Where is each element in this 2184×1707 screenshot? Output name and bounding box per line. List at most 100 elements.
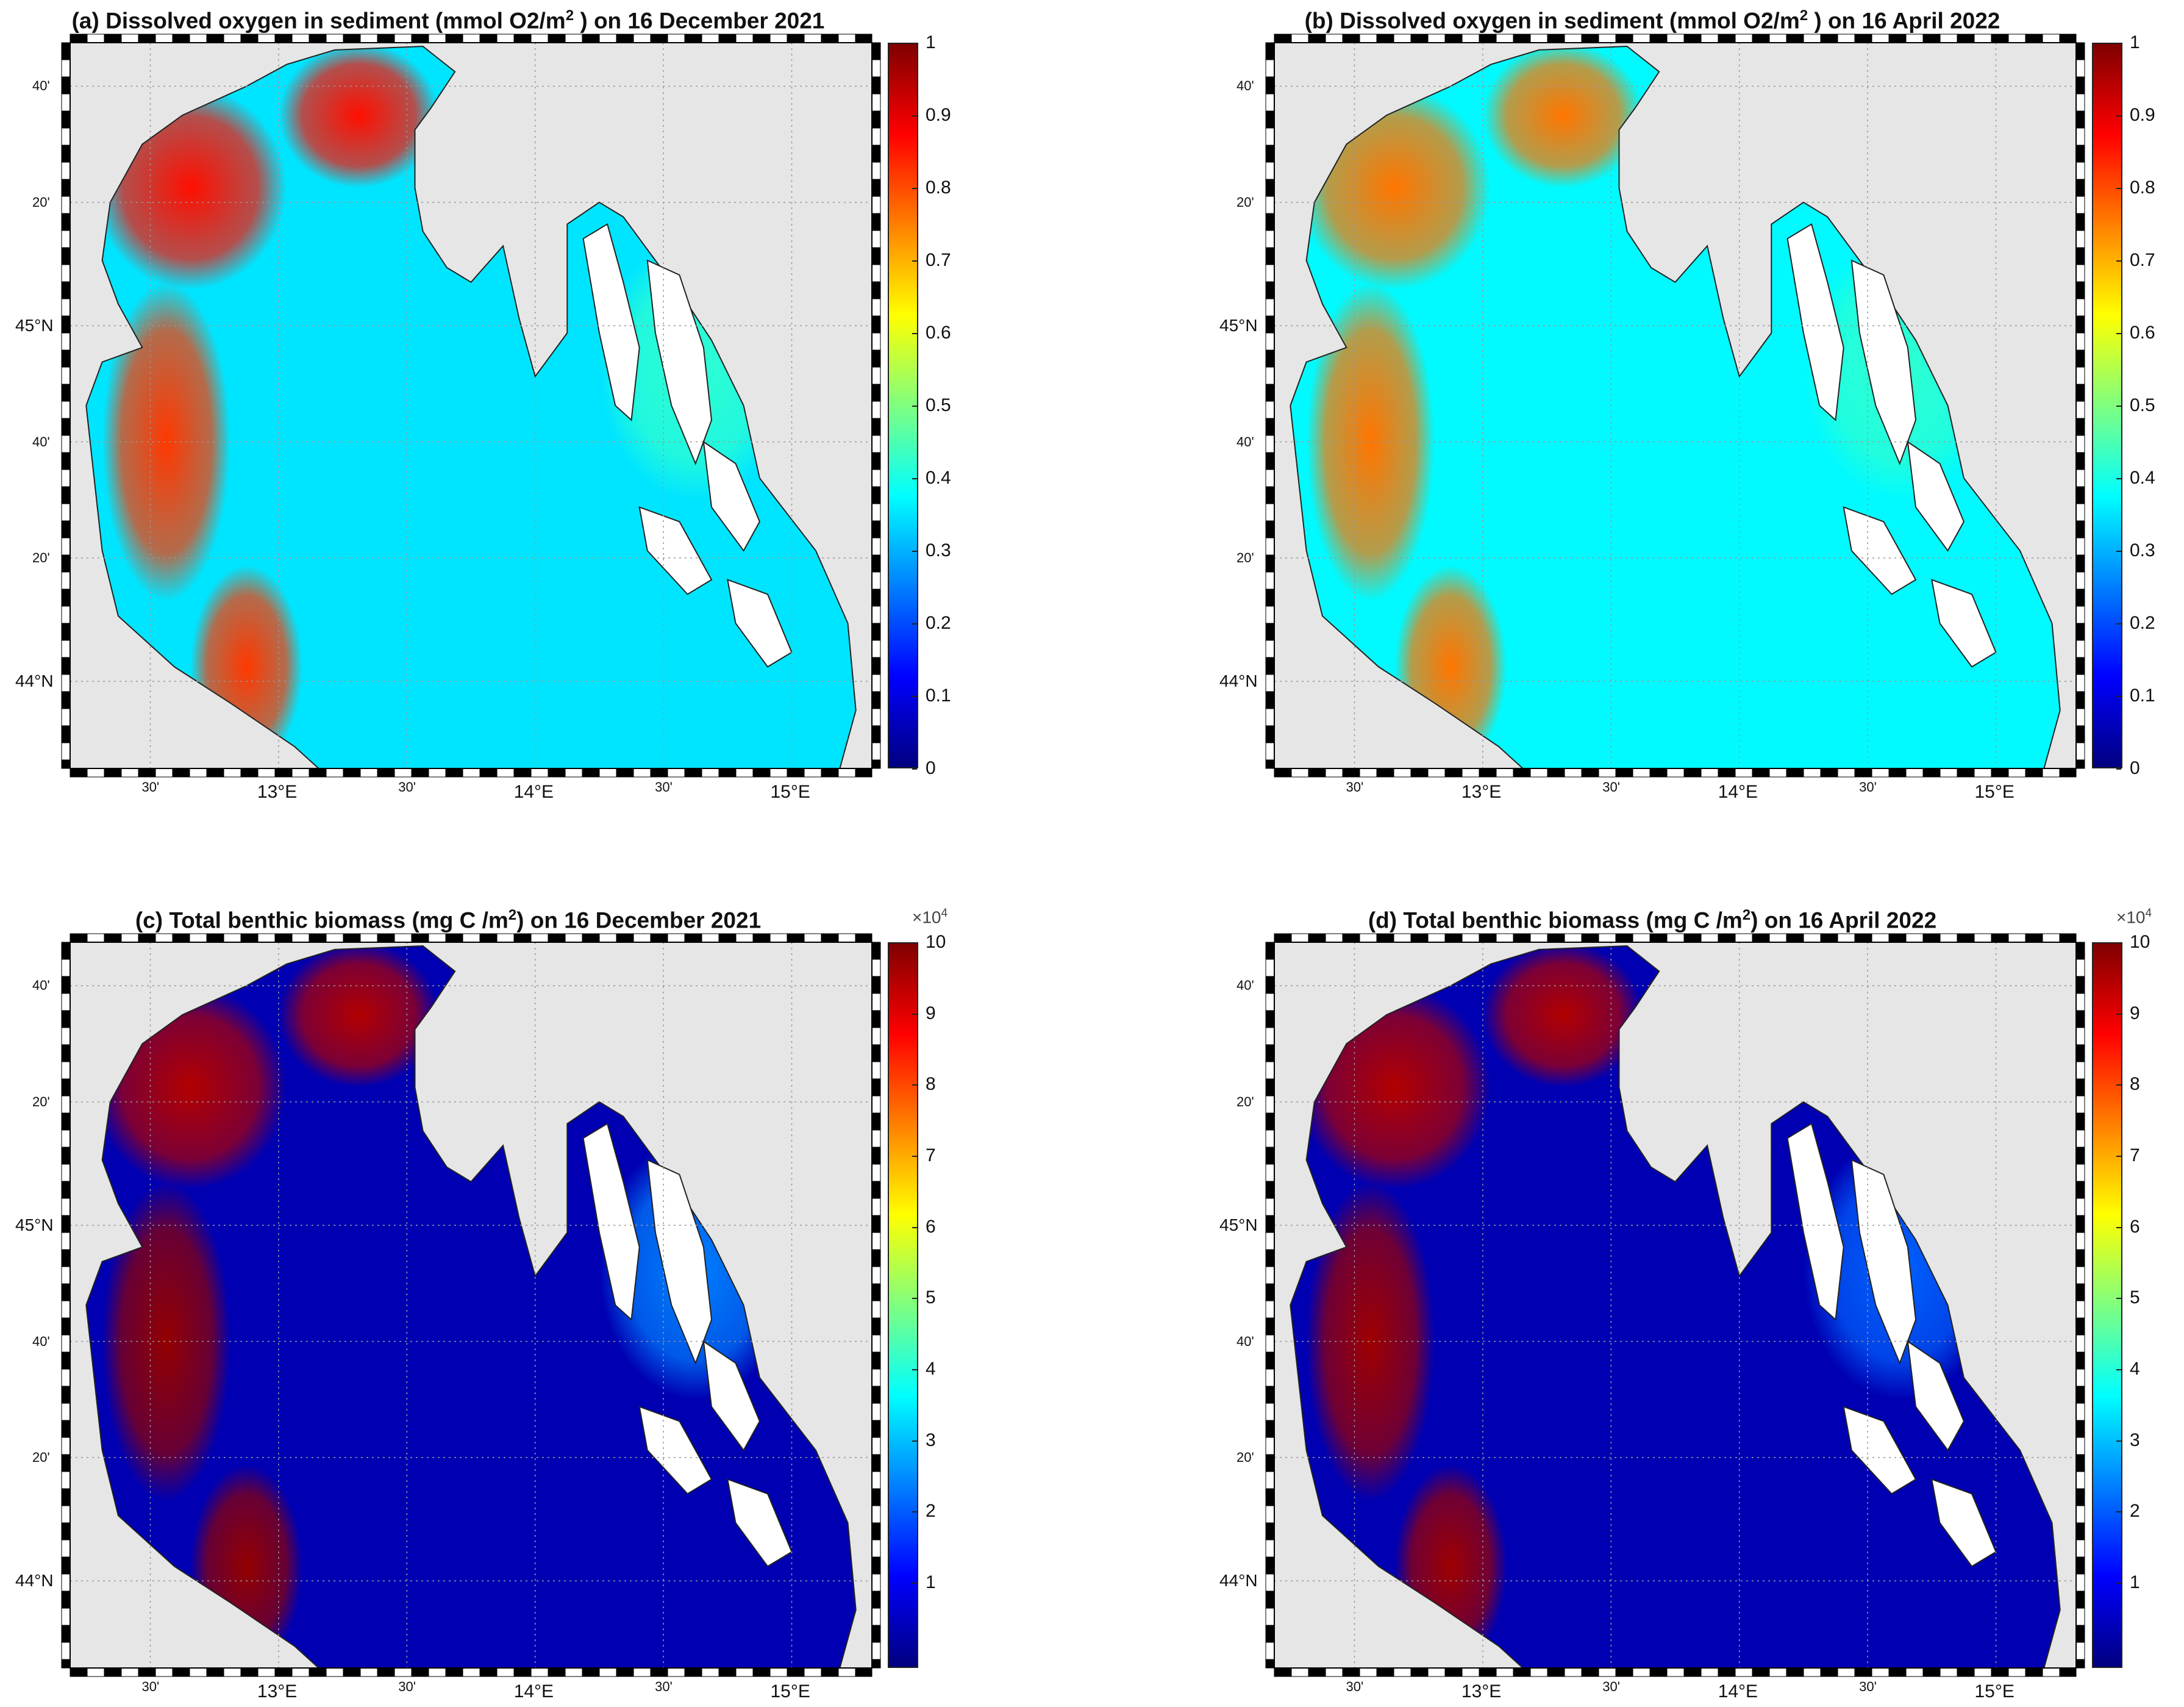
frame-border-segment (2059, 933, 2077, 943)
frame-border-segment (871, 1437, 881, 1455)
frame-border-segment (1265, 298, 1275, 317)
frame-border-segment (1632, 34, 1650, 43)
frame-border-segment (1769, 933, 1787, 943)
frame-border-segment (871, 1061, 881, 1079)
frame-border-segment (274, 933, 293, 943)
frame-border-segment (2075, 1505, 2085, 1523)
frame-border-segment (1265, 76, 1275, 95)
frame-border-segment (1265, 1608, 1275, 1626)
frame-border-segment (1265, 1078, 1275, 1097)
map-frame (70, 42, 873, 769)
frame-border-segment (871, 589, 881, 607)
frame-border-segment (61, 179, 71, 197)
frame-border-segment (360, 1667, 378, 1677)
frame-border-segment (1666, 768, 1685, 778)
frame-border-segment (2075, 993, 2085, 1011)
colorbar-tick (912, 1440, 917, 1442)
colorbar-tick-label: 4 (926, 1359, 936, 1379)
frame-border-segment (1991, 1667, 2009, 1677)
frame-border-segment (61, 1505, 71, 1523)
frame-border-segment (61, 1573, 71, 1592)
frame-border-segment (1769, 34, 1787, 43)
frame-border-segment (223, 1667, 241, 1677)
frame-border-segment (1265, 264, 1275, 282)
frame-border-segment (1376, 1667, 1394, 1677)
frame-border-segment (2075, 1556, 2085, 1575)
coastline (85, 45, 857, 769)
map-frame (1274, 42, 2077, 769)
frame-border-segment (565, 768, 583, 778)
frame-border-segment (61, 1608, 71, 1626)
frame-border-segment (309, 933, 327, 943)
frame-border-segment (1265, 486, 1275, 504)
frame-border-segment (855, 34, 873, 43)
frame-border-segment (496, 34, 515, 43)
frame-border-segment (1581, 933, 1599, 943)
frame-border-segment (206, 933, 224, 943)
frame-border-segment (633, 768, 651, 778)
frame-border-segment (2075, 725, 2085, 743)
frame-border-segment (496, 768, 515, 778)
frame-border-segment (871, 162, 881, 180)
frame-border-segment (172, 768, 190, 778)
colorbar-tick-label: 6 (2130, 1216, 2140, 1237)
frame-border-segment (1666, 933, 1685, 943)
colorbar-tick (2116, 478, 2121, 479)
colorbar-tick (2116, 551, 2121, 552)
frame-border-segment (326, 1667, 344, 1677)
frame-border-segment (377, 34, 395, 43)
frame-border-segment (2008, 768, 2026, 778)
frame-border-segment (530, 1667, 549, 1677)
frame-border-segment (871, 1027, 881, 1045)
frame-border-segment (240, 768, 259, 778)
frame-border-segment (1265, 1420, 1275, 1438)
frame-border-segment (2075, 1351, 2085, 1370)
frame-border-segment (871, 196, 881, 214)
frame-border-segment (1564, 1667, 1582, 1677)
frame-border-segment (871, 42, 881, 60)
frame-border-segment (838, 1667, 856, 1677)
frame-border-segment (61, 1625, 71, 1643)
colorbar-tick-label: 7 (926, 1145, 936, 1165)
frame-border-segment (1496, 1667, 1514, 1677)
frame-border-segment (684, 768, 702, 778)
frame-border-segment (871, 281, 881, 299)
frame-border-segment (1547, 933, 1565, 943)
colorbar-tick (2116, 1583, 2121, 1584)
frame-border-segment (61, 571, 71, 590)
frame-border-segment (61, 1454, 71, 1472)
colorbar-tick (2116, 115, 2121, 116)
frame-border-segment (61, 1300, 71, 1319)
frame-border-segment (61, 1164, 71, 1182)
frame-border-segment (2075, 520, 2085, 539)
frame-border-segment (1265, 42, 1275, 60)
lon-minor-label: 30' (1346, 779, 1364, 795)
frame-border-segment (735, 34, 754, 43)
frame-border-segment (1820, 768, 1838, 778)
frame-border-segment (61, 59, 71, 77)
frame-border-segment (496, 1667, 515, 1677)
frame-border-segment (343, 768, 361, 778)
frame-border-segment (1265, 1061, 1275, 1079)
frame-border-segment (769, 768, 788, 778)
frame-border-segment (1291, 768, 1309, 778)
frame-border-segment (411, 768, 429, 778)
frame-border-segment (871, 1522, 881, 1541)
frame-border-segment (1265, 196, 1275, 214)
frame-border-segment (2075, 1300, 2085, 1319)
frame-border-segment (871, 1300, 881, 1319)
frame-border-segment (871, 1403, 881, 1421)
frame-border-segment (871, 486, 881, 504)
lat-minor-label: 20' (32, 194, 50, 210)
frame-border-segment (61, 1420, 71, 1438)
lon-label: 13°E (1461, 782, 1502, 802)
frame-border-segment (1718, 1667, 1736, 1677)
frame-border-segment (1666, 1667, 1685, 1677)
frame-border-segment (61, 42, 71, 60)
frame-border-segment (155, 1667, 173, 1677)
colorbar-tick (2116, 1298, 2121, 1300)
frame-border-segment (871, 1591, 881, 1609)
frame-border-segment (1325, 933, 1343, 943)
colorbar-tick-label: 10 (926, 932, 946, 952)
frame-border-segment (1265, 691, 1275, 709)
